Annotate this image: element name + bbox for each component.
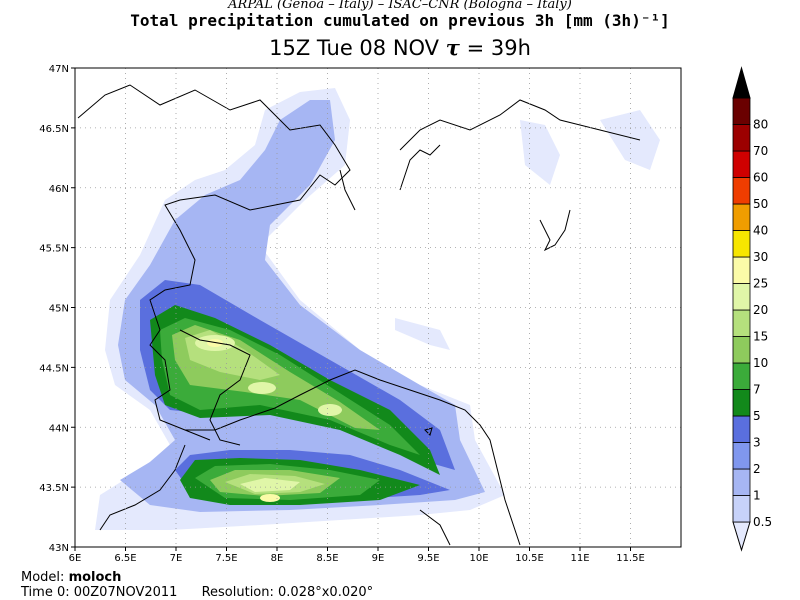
lon-label-11.5E: 11.5E bbox=[616, 553, 645, 564]
colorbar-label-10: 10 bbox=[753, 356, 768, 370]
colorbar-label-15: 15 bbox=[753, 330, 768, 344]
colorbar-band-25 bbox=[732, 256, 751, 284]
lake-como bbox=[339, 169, 356, 211]
colorbar-band-30 bbox=[732, 230, 751, 258]
lon-label-10.5E: 10.5E bbox=[515, 553, 544, 564]
lon-label-9E: 9E bbox=[372, 553, 385, 564]
colorbar-band-20 bbox=[732, 283, 751, 311]
lon-labels: 6E 6.5E 7E 7.5E 8E 8.5E 9E 9.5E 10E 10.5E 11E 11.5E bbox=[69, 553, 645, 564]
lon-label-8E: 8E bbox=[271, 553, 284, 564]
alps-border bbox=[77, 84, 351, 441]
run-info-line: Time 0: 00Z07NOV2011 Resolution: 0.028°x… bbox=[21, 585, 373, 600]
lon-label-10E: 10E bbox=[469, 553, 488, 564]
precip-halo-ligurian bbox=[395, 318, 450, 350]
axis-ticks bbox=[71, 67, 631, 551]
colorbar-label-2: 2 bbox=[753, 462, 761, 476]
colorbar-label-3: 3 bbox=[753, 436, 761, 450]
corsica-tip bbox=[419, 509, 451, 546]
istria bbox=[539, 209, 571, 252]
precip-halo-east bbox=[520, 120, 560, 185]
lon-label-11E: 11E bbox=[570, 553, 589, 564]
colorbar-label-7: 7 bbox=[753, 383, 761, 397]
colorbar-band-70 bbox=[732, 124, 751, 152]
resolution-label: Resolution: 0.028°x0.020° bbox=[201, 585, 374, 600]
colorbar-label-30: 30 bbox=[753, 250, 768, 264]
colorbar-band-0.5 bbox=[732, 495, 751, 523]
coastlines bbox=[77, 84, 641, 546]
lon-label-7E: 7E bbox=[170, 553, 183, 564]
colorbar-band-1 bbox=[732, 468, 751, 496]
colorbar-label-60: 60 bbox=[753, 171, 768, 185]
lat-label-45N: 45N bbox=[49, 304, 69, 315]
model-value: moloch bbox=[68, 570, 122, 585]
colorbar-label-80: 80 bbox=[753, 118, 768, 132]
ligurian-coast bbox=[185, 369, 521, 546]
colorbar-label-0.5: 0.5 bbox=[753, 515, 772, 529]
lon-label-9.5E: 9.5E bbox=[417, 553, 439, 564]
gridlines bbox=[75, 68, 681, 547]
colorbar-label-1: 1 bbox=[753, 489, 761, 503]
colorbar-band-80 bbox=[732, 97, 751, 125]
colorbar-band-7 bbox=[732, 362, 751, 390]
tau-symbol: τ bbox=[445, 35, 460, 60]
lat-label-46N: 46N bbox=[49, 184, 69, 195]
precip-halo-ne bbox=[600, 110, 660, 170]
northeast-border bbox=[399, 99, 641, 151]
lat-labels: 43N 43.5N 44N 44.5N 45N 45.5N 46N 46.5N 47N bbox=[39, 64, 69, 554]
inner-border bbox=[179, 329, 251, 446]
precipitation-field bbox=[95, 88, 660, 530]
colorbar-band-5 bbox=[732, 389, 751, 417]
colorbar-label-25: 25 bbox=[753, 277, 768, 291]
colorbar-band-60 bbox=[732, 150, 751, 178]
lat-label-43N: 43N bbox=[49, 543, 69, 554]
french-coast bbox=[99, 444, 186, 531]
lake-garda bbox=[399, 144, 441, 191]
colorbar bbox=[732, 66, 751, 552]
colorbar-band-10 bbox=[732, 336, 751, 364]
precip-25mm-core-east bbox=[318, 404, 342, 416]
lat-label-43.5N: 43.5N bbox=[39, 483, 69, 494]
lat-label-45.5N: 45.5N bbox=[39, 244, 69, 255]
model-line: Model: moloch bbox=[21, 570, 121, 585]
valid-time-label: 15Z Tue 08 NOV bbox=[269, 36, 440, 60]
valid-time: 15Z Tue 08 NOV τ = 39h bbox=[0, 35, 800, 60]
time0-label: Time 0: 00Z07NOV2011 bbox=[21, 585, 178, 600]
lat-label-47N: 47N bbox=[49, 64, 69, 75]
chart-title: Total precipitation cumulated on previou… bbox=[130, 11, 670, 30]
lon-label-6E: 6E bbox=[69, 553, 82, 564]
colorbar-band-40 bbox=[732, 203, 751, 231]
lon-label-6.5E: 6.5E bbox=[114, 553, 136, 564]
lat-label-44N: 44N bbox=[49, 423, 69, 434]
colorbar-label-50: 50 bbox=[753, 197, 768, 211]
colorbar-label-5: 5 bbox=[753, 409, 761, 423]
colorbar-label-20: 20 bbox=[753, 303, 768, 317]
credit-line: ARPAL (Genoa – Italy) – ISAC–CNR (Bologn… bbox=[228, 0, 572, 12]
colorbar-labels: 0.5 1 2 3 5 7 10 15 20 25 30 40 50 60 70 80 bbox=[753, 118, 772, 530]
colorbar-label-40: 40 bbox=[753, 224, 768, 238]
tau-value: = 39h bbox=[466, 36, 531, 60]
colorbar-band-3 bbox=[732, 415, 751, 443]
lon-label-7.5E: 7.5E bbox=[215, 553, 237, 564]
colorbar-label-70: 70 bbox=[753, 144, 768, 158]
precip-25mm-core-mid bbox=[248, 382, 276, 394]
precip-25mm bbox=[240, 478, 300, 492]
model-label: Model: bbox=[21, 570, 65, 585]
lat-label-46.5N: 46.5N bbox=[39, 124, 69, 135]
lat-label-44.5N: 44.5N bbox=[39, 363, 69, 374]
colorbar-over-triangle bbox=[732, 66, 751, 99]
colorbar-under-triangle bbox=[732, 521, 751, 552]
colorbar-band-2 bbox=[732, 442, 751, 470]
precip-30mm-core-south bbox=[260, 494, 280, 502]
colorbar-band-50 bbox=[732, 177, 751, 205]
colorbar-band-15 bbox=[732, 309, 751, 337]
lon-label-8.5E: 8.5E bbox=[316, 553, 338, 564]
